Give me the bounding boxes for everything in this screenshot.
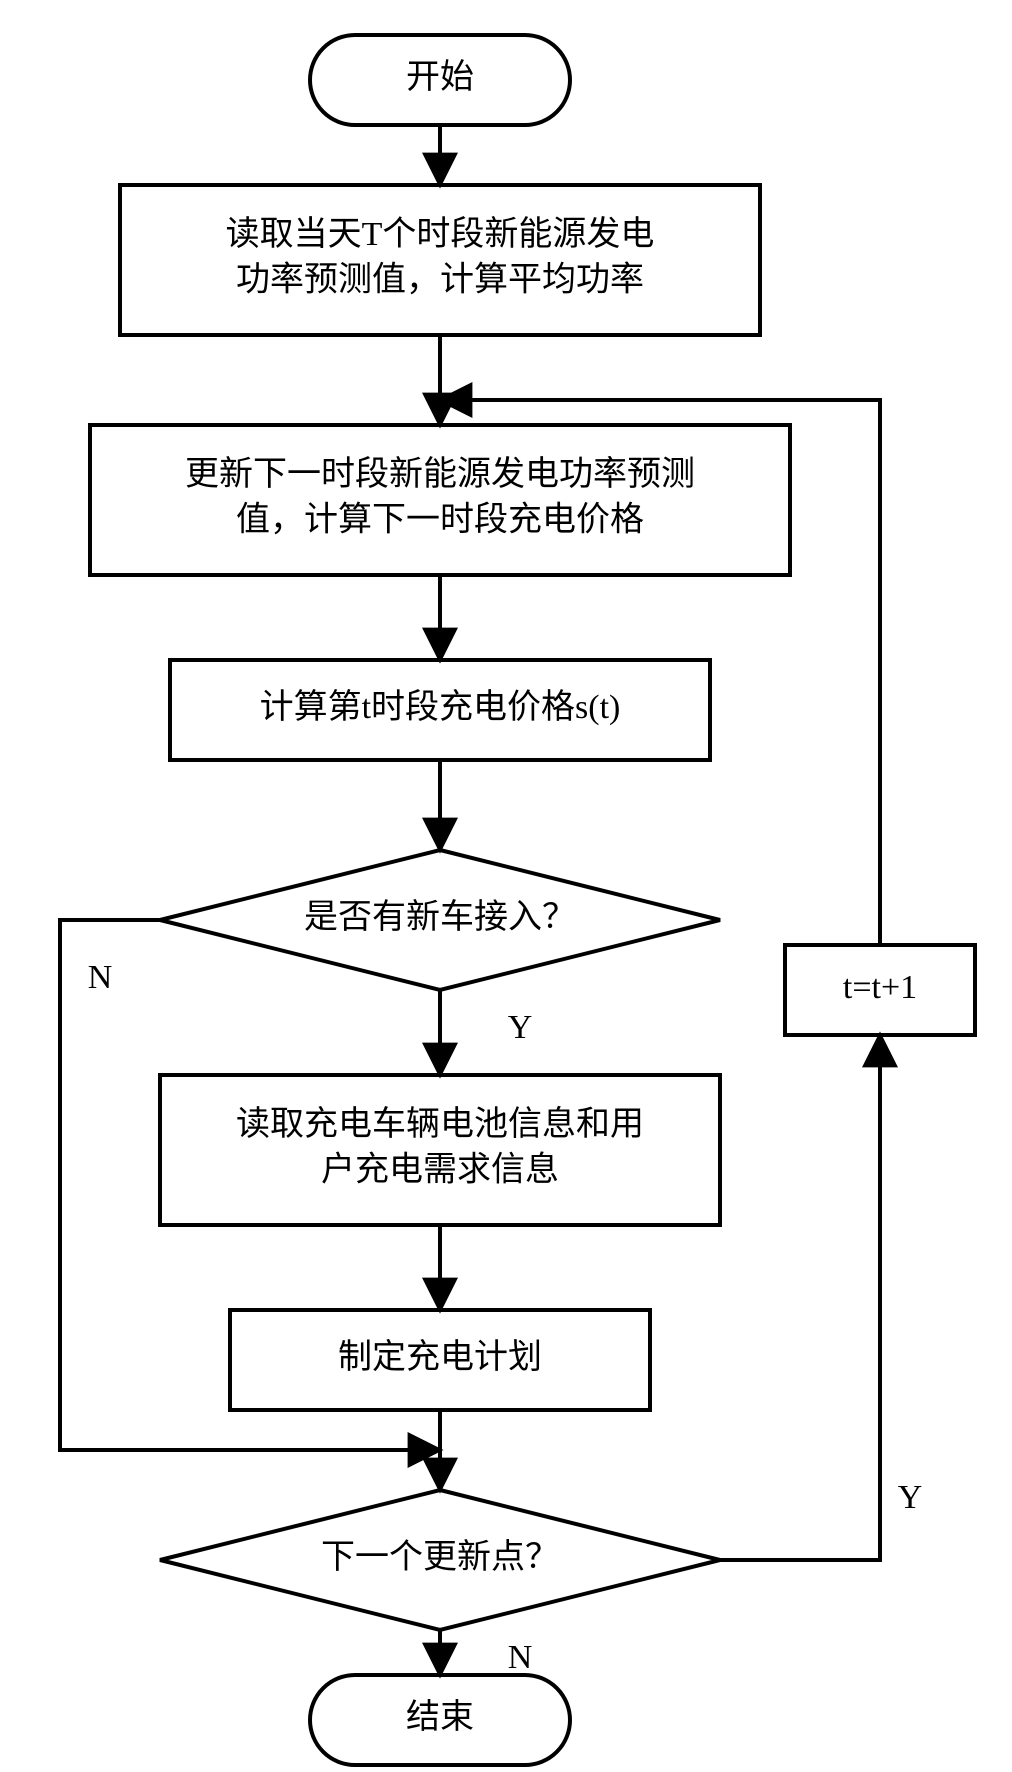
node-incr: t=t+1 — [785, 945, 975, 1035]
node-step4-label: 户充电需求信息 — [321, 1151, 559, 1189]
edge-label: Y — [898, 1479, 923, 1516]
node-start: 开始 — [310, 35, 570, 125]
node-dec1: 是否有新车接入？ — [160, 850, 720, 990]
node-step4: 读取充电车辆电池信息和用户充电需求信息 — [160, 1075, 720, 1225]
node-dec1-label: 是否有新车接入？ — [304, 898, 576, 936]
node-end: 结束 — [310, 1675, 570, 1765]
node-step1-label: 功率预测值，计算平均功率 — [236, 261, 644, 299]
node-step3-label: 计算第t时段充电价格s(t) — [260, 688, 621, 726]
node-step2: 更新下一时段新能源发电功率预测值，计算下一时段充电价格 — [90, 425, 790, 575]
node-step1-label: 读取当天T个时段新能源发电 — [226, 215, 655, 253]
node-step2-label: 更新下一时段新能源发电功率预测 — [185, 455, 695, 493]
node-step1: 读取当天T个时段新能源发电功率预测值，计算平均功率 — [120, 185, 760, 335]
node-end-label: 结束 — [406, 1698, 474, 1736]
flowchart-canvas: 开始读取当天T个时段新能源发电功率预测值，计算平均功率更新下一时段新能源发电功率… — [0, 0, 1012, 1772]
edge-label: N — [88, 959, 113, 996]
node-step2-label: 值，计算下一时段充电价格 — [236, 501, 644, 539]
node-dec2: 下一个更新点？ — [160, 1490, 720, 1630]
edge-label: Y — [508, 1009, 533, 1046]
node-step3: 计算第t时段充电价格s(t) — [170, 660, 710, 760]
edge-label: N — [508, 1639, 533, 1676]
node-step5-label: 制定充电计划 — [338, 1338, 542, 1376]
node-incr-label: t=t+1 — [843, 969, 917, 1006]
node-start-label: 开始 — [406, 58, 474, 96]
node-step4-label: 读取充电车辆电池信息和用 — [236, 1105, 644, 1143]
edge-poly — [720, 1035, 880, 1560]
node-dec2-label: 下一个更新点？ — [321, 1538, 559, 1576]
node-step5: 制定充电计划 — [230, 1310, 650, 1410]
